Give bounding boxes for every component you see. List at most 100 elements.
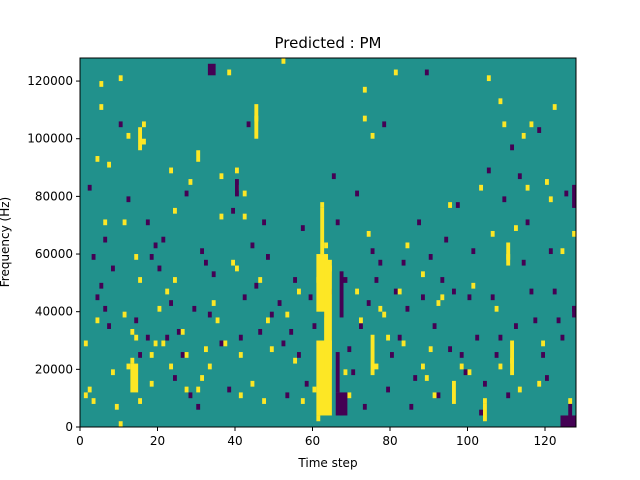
heatmap-cell-low <box>227 386 232 393</box>
heatmap-cell-low <box>444 236 449 243</box>
heatmap-cell-low <box>242 294 247 301</box>
heatmap-cell-high <box>467 369 472 376</box>
heatmap-cell-low <box>219 340 224 347</box>
heatmap-cell-low <box>374 277 379 283</box>
heatmap-cell-low <box>293 277 298 283</box>
heatmap-cell-low <box>510 144 515 151</box>
heatmap-cell-high <box>173 207 177 214</box>
heatmap-cell-low <box>103 236 108 243</box>
heatmap-cell-high <box>347 392 352 399</box>
heatmap-cell-high <box>103 219 108 226</box>
heatmap-cell-high <box>238 352 243 358</box>
heatmap-cell-high <box>281 58 286 64</box>
heatmap-cell-high <box>421 271 425 278</box>
heatmap-cell-low <box>91 254 96 260</box>
heatmap-cell-low <box>211 271 216 278</box>
heatmap-cell-high <box>219 213 224 220</box>
heatmap-cell-high <box>242 190 247 197</box>
heatmap-cell-low <box>494 352 499 358</box>
heatmap-cell-high <box>405 242 410 249</box>
heatmap-cell-low <box>386 386 391 393</box>
heatmap-cell-low <box>95 294 100 301</box>
heatmap-cell-low <box>277 300 282 306</box>
heatmap-cell-high <box>498 363 503 370</box>
heatmap-cell-high <box>297 288 301 295</box>
heatmap-cell-high <box>494 305 499 312</box>
plot-area <box>79 57 577 428</box>
heatmap-cell-low <box>471 248 476 255</box>
heatmap-cell-high <box>227 69 232 76</box>
heatmap-cell-low <box>548 248 553 255</box>
heatmap-cell-high <box>293 357 298 364</box>
heatmap-cell-low <box>184 190 189 197</box>
heatmap-cell-low <box>440 277 445 283</box>
heatmap-cell-low <box>204 259 208 266</box>
heatmap-cell-high <box>142 138 146 145</box>
heatmap-cell-high <box>362 86 367 93</box>
heatmap-cell-high <box>359 317 363 324</box>
heatmap-cell-low <box>107 323 112 329</box>
heatmap-cell-low <box>545 375 549 381</box>
heatmap-cell-high <box>401 340 406 347</box>
heatmap-cell-low <box>537 127 542 133</box>
heatmap-block-low <box>335 352 340 393</box>
heatmap-cell-high <box>126 132 131 139</box>
heatmap-cell-low <box>111 265 115 272</box>
heatmap-cell-high <box>440 294 445 301</box>
heatmap-cell-low <box>490 294 495 301</box>
heatmap-cell-high <box>486 75 491 82</box>
heatmap-cell-high <box>370 132 375 139</box>
heatmap-cell-high <box>514 225 518 231</box>
heatmap-cell-high <box>142 121 146 128</box>
heatmap-cell-high <box>83 340 88 347</box>
heatmap-cell-low <box>467 294 472 301</box>
heatmap-cell-high <box>490 230 495 237</box>
heatmap-cell-high <box>107 161 112 168</box>
heatmap-cell-high <box>378 305 383 312</box>
heatmap-block-high <box>324 259 332 370</box>
x-tick-label: 120 <box>534 434 557 448</box>
heatmap-cell-high <box>196 386 201 393</box>
heatmap-cell-high <box>184 386 189 393</box>
heatmap-cell-high <box>541 340 546 347</box>
heatmap-cell-high <box>366 230 371 237</box>
heatmap-cell-low <box>514 323 518 329</box>
heatmap-cell-low <box>355 190 360 197</box>
heatmap-block-low <box>339 271 344 318</box>
heatmap-cell-high <box>149 352 154 358</box>
heatmap-cell-low <box>436 392 441 399</box>
heatmap-cell-low <box>304 380 309 387</box>
heatmap-cell-high <box>517 386 522 393</box>
heatmap-cell-high <box>235 167 239 174</box>
heatmap-cell-high <box>223 340 228 347</box>
heatmap-cell-high <box>320 202 325 208</box>
heatmap-cell-low <box>312 323 317 329</box>
heatmap-cell-low <box>246 121 251 128</box>
x-axis-label: Time step <box>297 456 357 470</box>
heatmap-cell-low <box>390 352 394 358</box>
heatmap-cell-high <box>134 254 139 260</box>
heatmap-cell-high <box>432 392 437 399</box>
heatmap-cell-high <box>269 346 274 353</box>
heatmap-cell-high <box>250 380 255 387</box>
heatmap-cell-low <box>560 334 565 341</box>
heatmap-cell-high <box>99 104 104 110</box>
heatmap-block-high <box>506 242 511 266</box>
heatmap-cell-high <box>362 115 367 122</box>
heatmap-cell-low <box>564 190 569 197</box>
heatmap-cell-low <box>254 282 259 289</box>
heatmap-cell-low <box>506 392 511 399</box>
heatmap-cell-low <box>486 167 491 174</box>
heatmap-cell-low <box>289 328 294 335</box>
heatmap-cell-low <box>196 403 201 410</box>
heatmap-cell-high <box>235 265 239 272</box>
heatmap-cell-high <box>498 98 503 105</box>
heatmap-cell-low <box>455 202 460 208</box>
heatmap-cell-high <box>161 340 166 347</box>
x-tick-label: 80 <box>382 434 397 448</box>
heatmap-cell-low <box>382 121 387 128</box>
heatmap-cell-high <box>126 363 131 370</box>
heatmap-cell-high <box>393 69 398 76</box>
heatmap-cell-low <box>308 294 313 301</box>
